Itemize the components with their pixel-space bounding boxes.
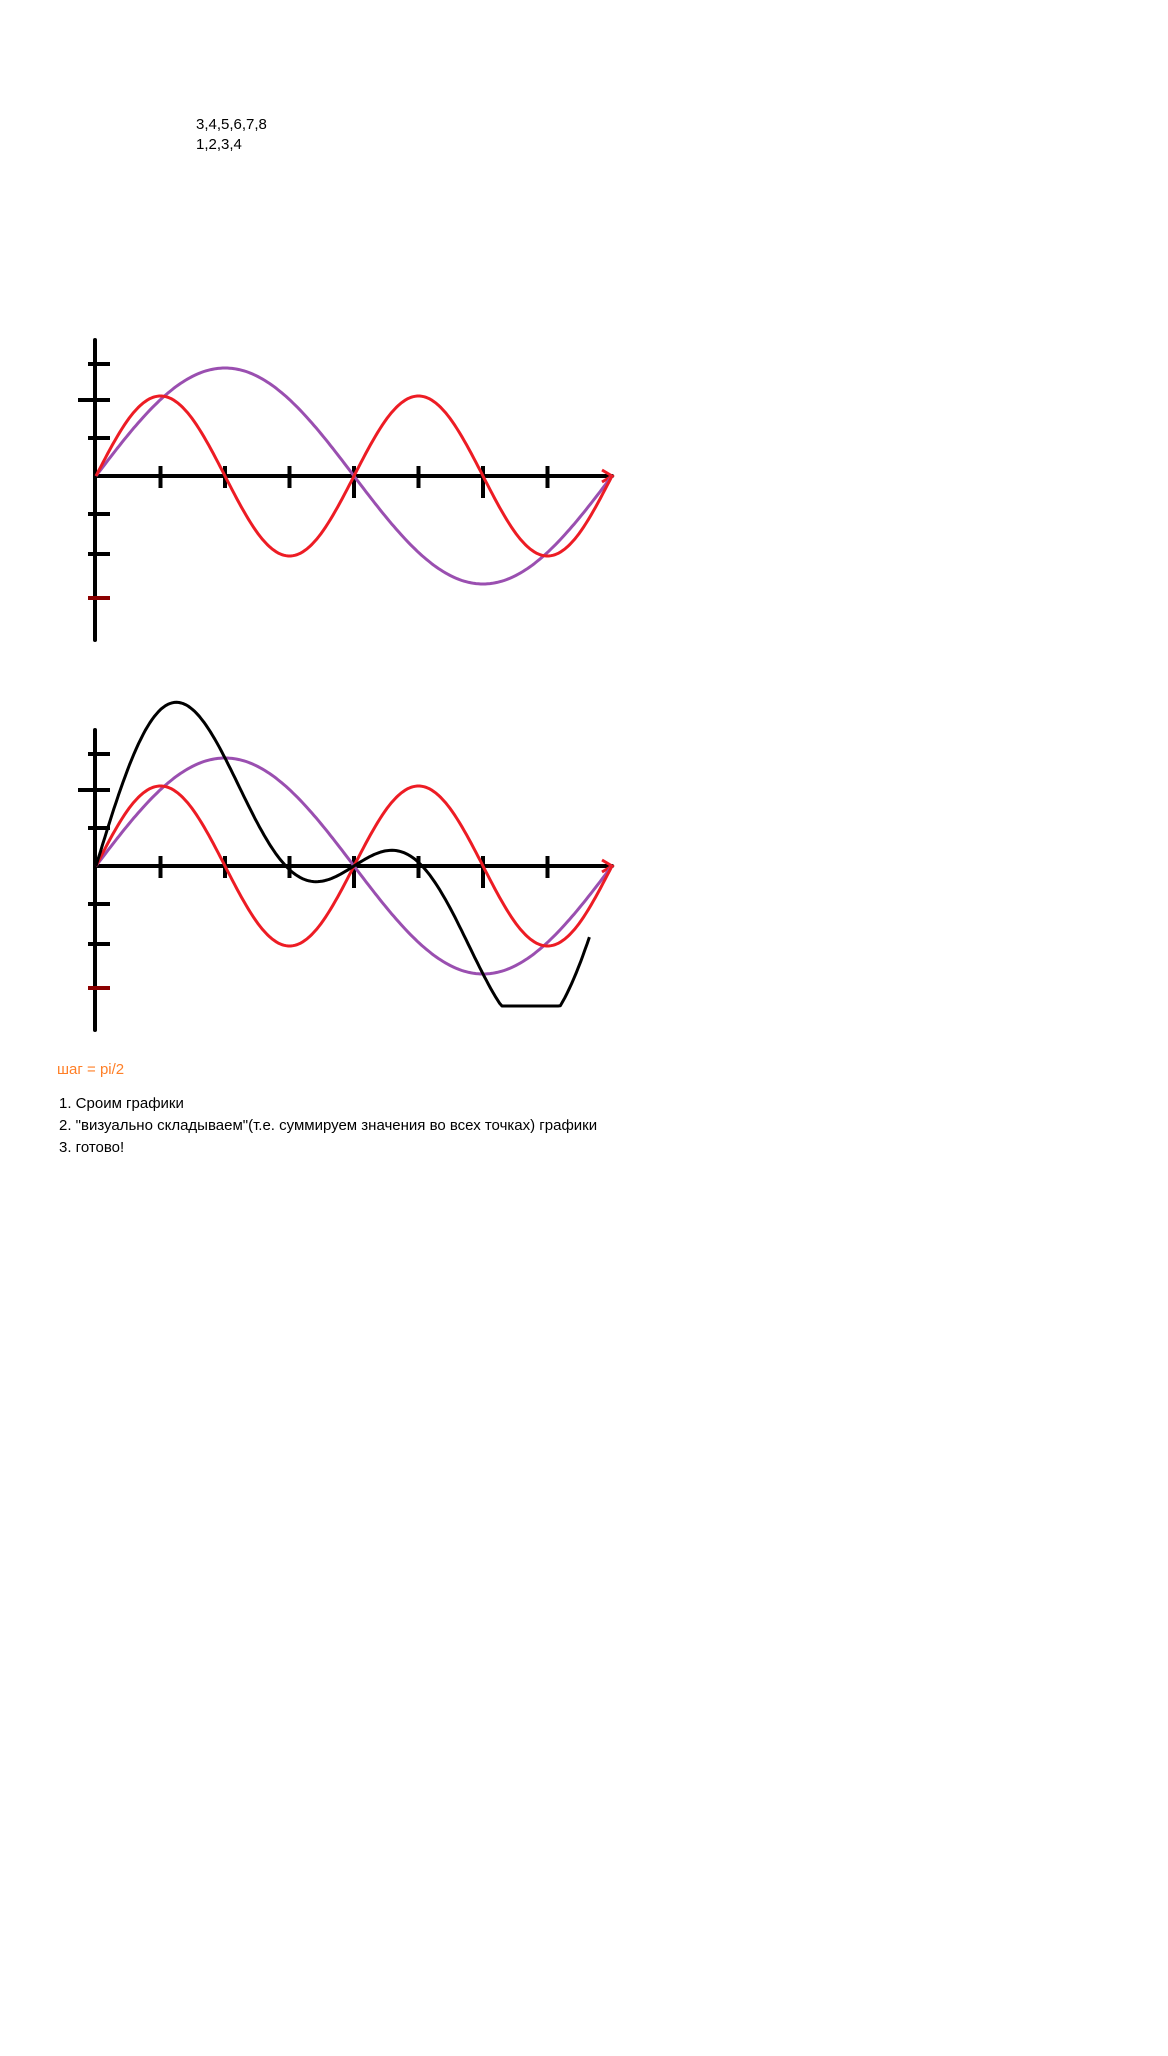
steps-list: 1. Сроим графики 2. "визуально складывае…: [59, 1093, 597, 1159]
chart-2: [78, 700, 615, 1032]
step-label: шаг = pi/2: [57, 1061, 125, 1078]
step-item: 2. "визуально складываем"(т.е. суммируем…: [59, 1117, 598, 1134]
chart-1: [78, 338, 615, 642]
numbers-line-1: 3,4,5,6,7,8: [196, 116, 267, 133]
step-item: 1. Сроим графики: [59, 1095, 184, 1112]
series-fast-sine-line: [94, 394, 614, 558]
numbers-line-2: 1,2,3,4: [196, 136, 242, 153]
series-sum-line: [94, 700, 591, 1008]
step-item: 3. готово!: [59, 1139, 125, 1156]
